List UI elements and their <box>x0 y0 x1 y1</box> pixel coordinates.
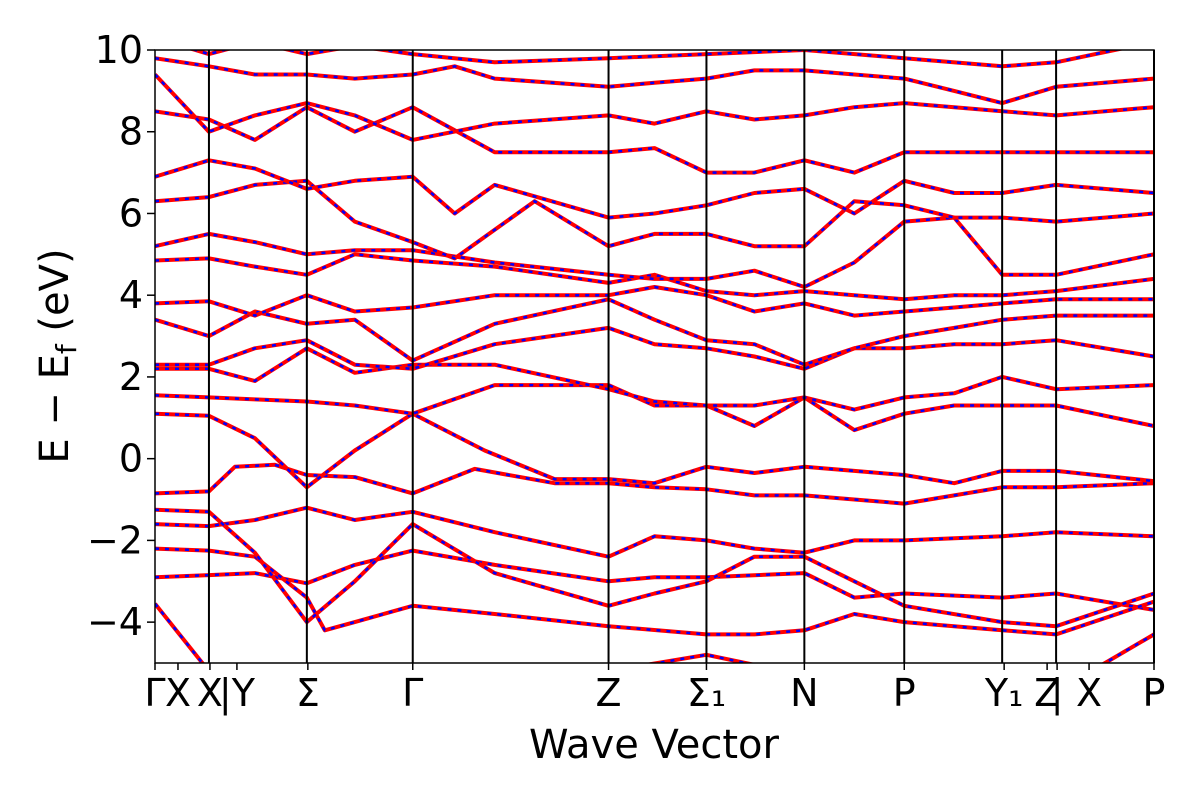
kpoint-divider-lines <box>207 50 1155 663</box>
x-tick-label-11: Z <box>1034 671 1060 715</box>
x-tick-label-14: P <box>1143 671 1166 715</box>
band-7-dashed-line <box>155 383 1154 432</box>
y-tick-label-4: 4 <box>119 273 143 317</box>
plot-area <box>155 50 1154 663</box>
y-axis-label-sub: f <box>50 343 83 354</box>
x-tick-label-3: |Y <box>219 671 256 716</box>
band-3-dashed-line <box>155 506 1154 558</box>
band-9-dashed-line <box>155 326 1154 371</box>
y-tick-label-3: 2 <box>119 355 143 399</box>
y-axis-label-main: E − E <box>32 354 78 464</box>
x-axis-ticks: Γ X X|Y Σ Γ Z Σ₁ N P Y₁ Z| X P <box>144 663 1165 716</box>
band-16-solid-line <box>155 105 1154 175</box>
x-tick-label-0: Γ <box>144 671 165 715</box>
x-tick-label-2: X <box>197 671 223 715</box>
band-17-dashed-line <box>155 73 1154 142</box>
band-6-dashed-line <box>155 412 1154 489</box>
y-axis-ticks: −4 −2 0 2 4 6 8 10 <box>87 28 155 644</box>
band-11-dashed-line <box>155 285 1154 317</box>
y-tick-label-0: −4 <box>87 600 143 644</box>
x-tick-label-9: P <box>893 671 916 715</box>
band-12-solid-line <box>155 252 1154 302</box>
y-tick-label-2: 0 <box>119 437 143 481</box>
band-19-dashed-line <box>191 50 1121 68</box>
x-tick-label-4: Σ <box>296 671 320 715</box>
x-tick-label-13: X <box>1076 671 1102 715</box>
x-tick-label-1: X <box>165 671 191 715</box>
band-5-dashed-line <box>155 463 1154 505</box>
x-tick-label-7: Σ₁ <box>687 671 726 715</box>
y-tick-label-1: −2 <box>87 518 143 562</box>
plot-frame <box>154 49 1155 664</box>
y-axis-label: E − Ef (eV) <box>32 248 83 463</box>
y-tick-label-7: 10 <box>95 28 143 72</box>
x-axis-label: Wave Vector <box>529 722 780 768</box>
y-tick-label-6: 8 <box>119 110 143 154</box>
band-1-dashed-line <box>155 549 1154 612</box>
x-tick-label-6: Z <box>596 671 622 715</box>
x-tick-label-10: Y₁ <box>984 671 1023 715</box>
y-axis-label-unit: (eV) <box>32 248 78 344</box>
y-tick-label-5: 6 <box>119 191 143 235</box>
band-4-dashed-line <box>155 508 1154 628</box>
band-10-dashed-line <box>155 298 1154 366</box>
band-13-dashed-line <box>155 216 1154 289</box>
x-tick-label-12: | <box>1051 671 1064 716</box>
x-tick-label-5: Γ <box>402 671 423 715</box>
x-tick-label-8: N <box>790 671 818 715</box>
band-14-dashed-line <box>155 179 1154 260</box>
band-8-dashed-line <box>155 347 1154 411</box>
